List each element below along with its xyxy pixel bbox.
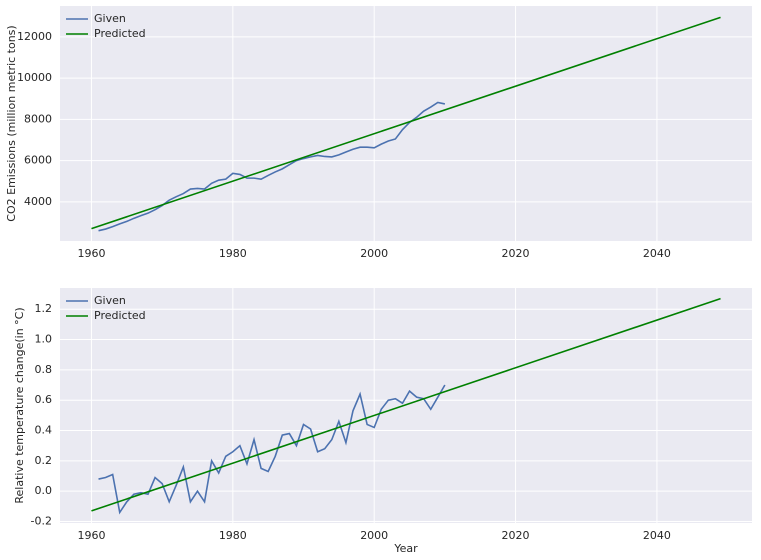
y-tick-label: 1.2 [35,302,53,315]
y-tick-label: 0.2 [35,454,53,467]
legend-label: Given [94,12,126,25]
y-tick-label: 6000 [24,154,52,167]
y-tick-label: 0.8 [35,363,53,376]
y-tick-label: 0.6 [35,393,53,406]
x-tick-label: 1960 [77,529,105,542]
legend-label: Predicted [94,309,146,322]
y-tick-label: -0.2 [31,514,52,527]
line [91,16,721,230]
y-tick-label: 12000 [17,30,52,43]
y-tick-label: 0.0 [35,484,53,497]
y-tick-label: 0.4 [35,424,53,437]
x-tick-label: 2000 [360,529,388,542]
line [98,101,446,232]
y-axis-label: CO2 Emissions (million metric tons) [5,25,18,221]
legend-label: Predicted [94,27,146,40]
x-tick-label: 2020 [502,247,530,260]
x-axis-label: Year [393,542,418,555]
y-axis-label: Relative temperature change(in °C) [13,307,26,503]
y-tick-label: 1.0 [35,333,53,346]
x-tick-label: 2040 [643,529,671,542]
x-tick-label: 2020 [502,529,530,542]
x-tick-label: 1980 [219,529,247,542]
x-tick-label: 2000 [360,247,388,260]
line [98,384,446,515]
line [91,297,721,512]
x-tick-label: 1980 [219,247,247,260]
legend-label: Given [94,294,126,307]
x-tick-label: 1960 [77,247,105,260]
y-tick-label: 10000 [17,71,52,84]
y-tick-label: 4000 [24,195,52,208]
x-tick-label: 2040 [643,247,671,260]
y-tick-label: 8000 [24,112,52,125]
